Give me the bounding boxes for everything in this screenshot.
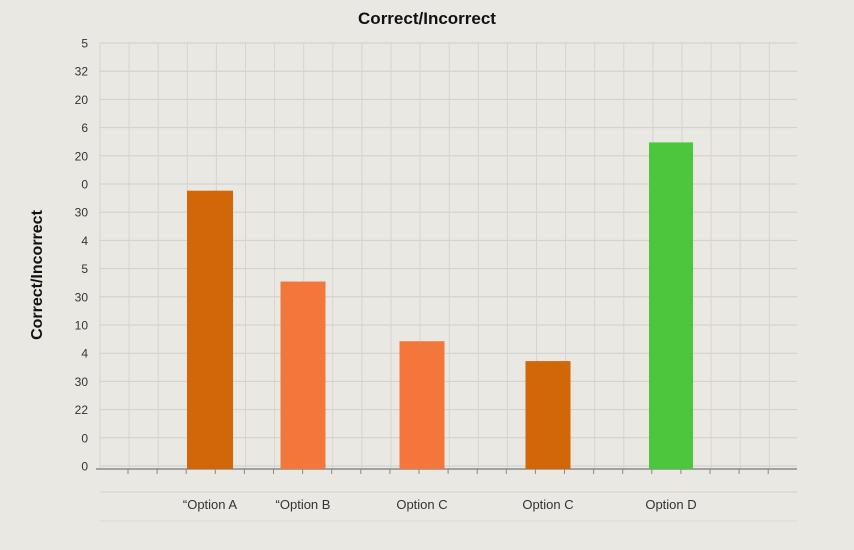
x-tick-label: Option C — [396, 497, 447, 512]
bar — [525, 361, 571, 469]
y-tick-label: 4 — [81, 347, 88, 361]
y-tick-label: 0 — [81, 460, 88, 474]
x-tick-label: Option D — [645, 497, 696, 512]
bar — [280, 281, 326, 469]
bar — [649, 142, 693, 469]
y-tick-label: 5 — [81, 37, 88, 51]
x-tick-label: “Option B — [276, 497, 331, 512]
y-tick-label: 20 — [75, 93, 89, 107]
x-tick-label: “Option A — [183, 497, 238, 512]
y-tick-label: 30 — [75, 375, 89, 389]
y-tick-label: 0 — [81, 431, 88, 445]
y-tick-label: 10 — [75, 319, 89, 333]
y-tick-label: 20 — [75, 149, 89, 163]
y-tick-label: 32 — [75, 65, 89, 79]
y-tick-label: 5 — [81, 262, 88, 276]
bars — [187, 142, 693, 469]
bar — [399, 341, 445, 469]
y-tick-label: 30 — [75, 206, 89, 220]
x-tick-labels: “Option A “Option B Option C Option C Option… — [183, 497, 697, 512]
y-tick-label: 6 — [81, 121, 88, 135]
y-tick-label: 30 — [75, 290, 89, 304]
x-tick-label: Option C — [522, 497, 573, 512]
y-tick-label: 0 — [81, 178, 88, 192]
y-tick-label: 22 — [75, 403, 89, 417]
y-tick-labels: 5 32 20 6 20 0 30 4 5 30 10 4 30 22 0 0 — [75, 37, 89, 474]
bar — [187, 190, 233, 469]
chart-title: Correct/Incorrect — [358, 9, 496, 28]
y-tick-label: 4 — [81, 234, 88, 248]
